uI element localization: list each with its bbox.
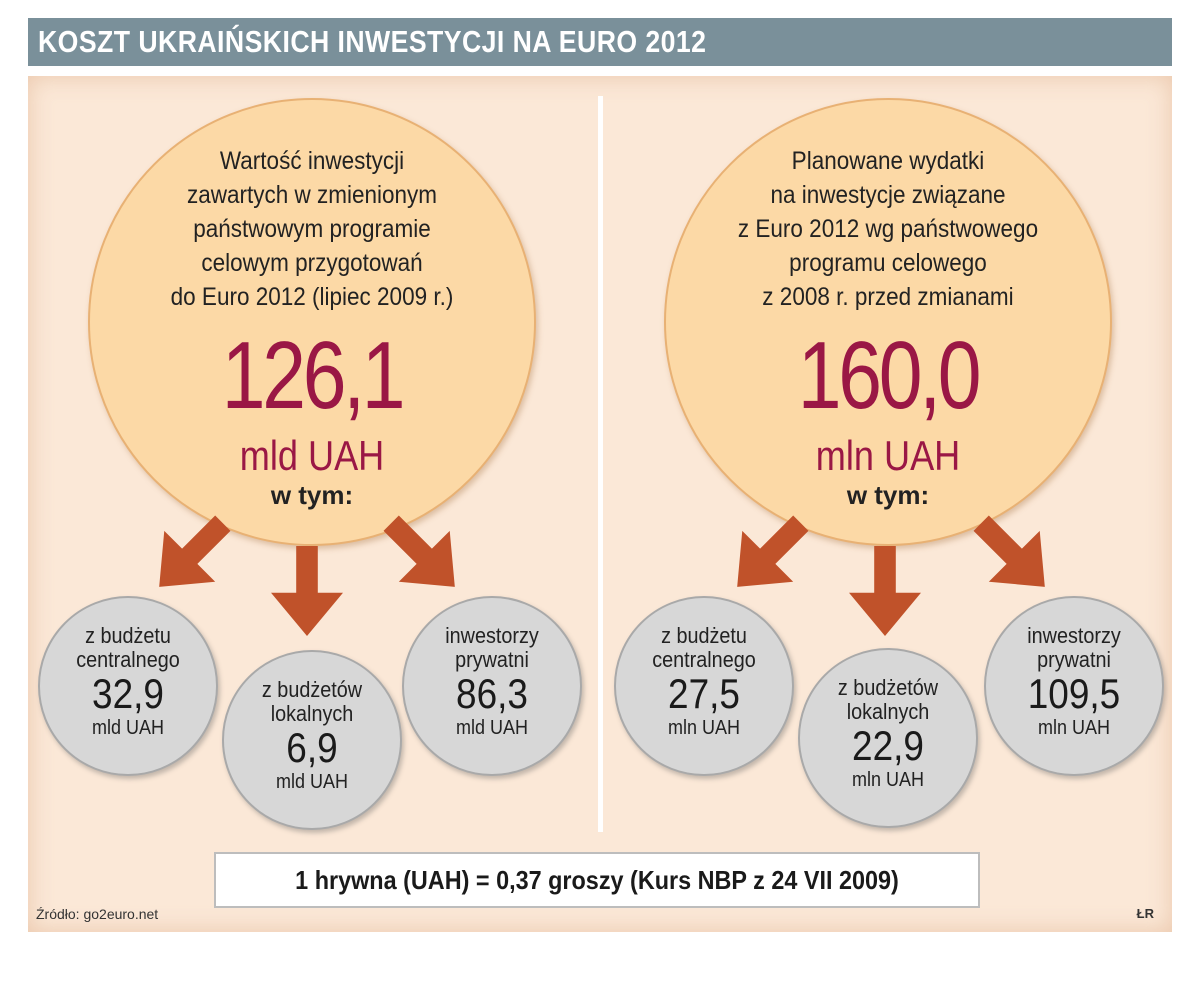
right-private-investors-circle: inwestorzy prywatni 109,5 mln UAH <box>984 596 1164 776</box>
part-value: 32,9 <box>92 670 164 717</box>
infographic-title: KOSZT UKRAIŃSKICH INWESTYCJI NA EURO 201… <box>38 24 707 59</box>
part-label: z budżetu centralnego <box>49 624 207 672</box>
part-label-line: prywatni <box>455 647 529 672</box>
part-unit: mln UAH <box>851 769 924 791</box>
part-value: 86,3 <box>456 670 528 717</box>
desc-line: celowym przygotowań <box>201 249 423 277</box>
desc-line: do Euro 2012 (lipiec 2009 r.) <box>170 283 454 311</box>
left-private-investors-circle: inwestorzy prywatni 86,3 mld UAH <box>402 596 582 776</box>
part-label-line: prywatni <box>1037 647 1111 672</box>
exchange-rate-text: 1 hrywna (UAH) = 0,37 groszy (Kurs NBP z… <box>295 865 899 895</box>
arrow-down-icon <box>849 546 921 636</box>
part-value: 22,9 <box>852 722 924 769</box>
part-label-line: z budżetów <box>261 677 363 702</box>
part-label-line: lokalnych <box>846 699 930 724</box>
arrow-down-icon <box>271 546 343 636</box>
desc-line: na inwestycje związane <box>770 181 1006 209</box>
desc-line: Planowane wydatki <box>791 147 985 175</box>
part-value: 6,9 <box>286 724 338 771</box>
part-label-line: z budżetów <box>837 675 939 700</box>
desc-line: programu celowego <box>789 249 987 277</box>
exchange-rate-box: 1 hrywna (UAH) = 0,37 groszy (Kurs NBP z… <box>214 852 980 908</box>
right-in-which: w tym: <box>846 480 930 510</box>
right-central-budget-circle: z budżetu centralnego 27,5 mln UAH <box>614 596 794 776</box>
right-total-value: 160,0 <box>797 322 982 429</box>
left-total-value: 126,1 <box>221 322 406 429</box>
content-panel: Wartość inwestycji zawartych w zmieniony… <box>28 76 1172 932</box>
part-label: inwestorzy prywatni <box>995 624 1153 672</box>
left-in-which: w tym: <box>270 480 354 510</box>
part-label-line: centralnego <box>76 647 180 672</box>
arrow-down-right-icon <box>383 515 455 587</box>
part-label: z budżetu centralnego <box>625 624 783 672</box>
part-unit: mld UAH <box>455 717 528 739</box>
desc-line: z 2008 r. przed zmianami <box>762 283 1014 311</box>
part-value: 109,5 <box>1027 670 1121 717</box>
desc-line: zawartych w zmienionym <box>186 181 438 209</box>
part-unit: mld UAH <box>275 771 348 793</box>
part-label: z budżetów lokalnych <box>233 678 391 726</box>
left-central-budget-circle: z budżetu centralnego 32,9 mld UAH <box>38 596 218 776</box>
column-divider <box>598 96 603 832</box>
part-label-line: inwestorzy <box>445 623 539 648</box>
arrow-down-left-icon <box>737 515 809 587</box>
part-label-line: inwestorzy <box>1027 623 1121 648</box>
part-value: 27,5 <box>668 670 740 717</box>
title-bar: KOSZT UKRAIŃSKICH INWESTYCJI NA EURO 201… <box>28 18 1172 66</box>
left-local-budget-circle: z budżetów lokalnych 6,9 mld UAH <box>222 650 402 830</box>
left-total-circle: Wartość inwestycji zawartych w zmieniony… <box>88 98 536 546</box>
part-unit: mln UAH <box>667 717 740 739</box>
right-total-unit: mln UAH <box>815 432 961 479</box>
author-credit: ŁR <box>1136 906 1154 921</box>
desc-line: państwowym programie <box>193 215 431 243</box>
desc-line: z Euro 2012 wg państwowego <box>737 215 1039 243</box>
part-label-line: lokalnych <box>270 701 354 726</box>
part-label-line: centralnego <box>652 647 756 672</box>
left-total-unit: mld UAH <box>239 432 385 479</box>
arrow-down-left-icon <box>159 515 231 587</box>
right-description: Planowane wydatki na inwestycje związane… <box>688 144 1088 314</box>
desc-line: Wartość inwestycji <box>219 147 405 175</box>
source-note: Źródło: go2euro.net <box>36 906 159 922</box>
left-description: Wartość inwestycji zawartych w zmieniony… <box>112 144 512 314</box>
right-total-circle: Planowane wydatki na inwestycje związane… <box>664 98 1112 546</box>
part-label-line: z budżetu <box>85 623 171 648</box>
arrow-down-right-icon <box>973 515 1045 587</box>
part-unit: mln UAH <box>1037 717 1110 739</box>
right-local-budget-circle: z budżetów lokalnych 22,9 mln UAH <box>798 648 978 828</box>
part-unit: mld UAH <box>91 717 164 739</box>
part-label: inwestorzy prywatni <box>413 624 571 672</box>
part-label-line: z budżetu <box>661 623 747 648</box>
part-label: z budżetów lokalnych <box>809 676 967 724</box>
